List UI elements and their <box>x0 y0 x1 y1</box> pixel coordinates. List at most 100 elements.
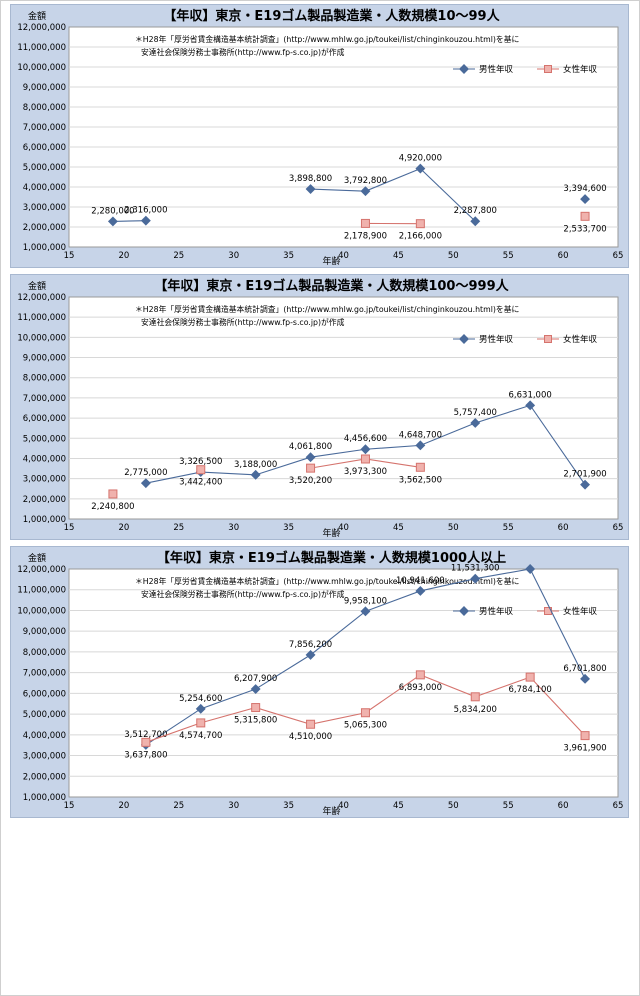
y-axis-title: 金額 <box>28 10 46 22</box>
y-tick-label: 9,000,000 <box>23 627 66 637</box>
female-data-label: 3,637,800 <box>124 750 167 760</box>
y-tick-label: 2,000,000 <box>23 223 66 233</box>
legend-male-marker <box>459 606 469 616</box>
x-tick-label: 15 <box>64 523 75 533</box>
male-data-point <box>140 215 151 226</box>
female-data-point <box>306 719 316 729</box>
male-data-label: 3,792,800 <box>344 176 387 186</box>
x-tick-label: 20 <box>118 251 129 261</box>
female-data-label: 3,520,200 <box>289 476 332 486</box>
female-data-label: 5,315,800 <box>234 716 277 726</box>
male-data-label: 2,280,000 <box>91 206 134 216</box>
y-tick-label: 3,000,000 <box>23 203 66 213</box>
male-data-label: 10,941,600 <box>396 576 445 586</box>
y-tick-label: 8,000,000 <box>23 648 66 658</box>
y-tick-label: 1,000,000 <box>23 793 66 803</box>
x-axis-title: 年齢 <box>322 527 340 539</box>
x-tick-label: 65 <box>613 523 624 533</box>
x-tick-label: 25 <box>173 251 184 261</box>
x-axis-title: 年齢 <box>322 805 340 817</box>
male-data-point <box>525 400 536 411</box>
legend-male-label: 男性年収 <box>479 334 514 345</box>
female-data-point <box>470 692 480 702</box>
female-data-label: 4,574,700 <box>179 731 222 741</box>
y-tick-label: 6,000,000 <box>23 689 66 699</box>
plot-area <box>68 568 619 798</box>
y-tick-label: 1,000,000 <box>23 243 66 253</box>
y-tick-label: 10,000,000 <box>17 606 66 616</box>
female-data-point <box>580 211 590 221</box>
legend-female-marker <box>544 65 552 73</box>
male-data-label: 5,757,400 <box>454 408 497 418</box>
y-tick-label: 5,000,000 <box>23 434 66 444</box>
x-tick-label: 60 <box>558 251 569 261</box>
y-tick-label: 7,000,000 <box>23 669 66 679</box>
female-data-point <box>415 670 425 680</box>
x-tick-label: 65 <box>613 251 624 261</box>
y-tick-label: 12,000,000 <box>17 565 66 575</box>
y-tick-label: 1,000,000 <box>23 515 66 525</box>
x-tick-label: 30 <box>228 523 239 533</box>
x-tick-label: 20 <box>118 523 129 533</box>
male-data-label: 3,326,500 <box>179 457 222 467</box>
male-data-label: 3,394,600 <box>563 184 606 194</box>
female-data-label: 6,893,000 <box>399 683 442 693</box>
male-data-label: 4,920,000 <box>399 154 442 164</box>
y-tick-label: 7,000,000 <box>23 123 66 133</box>
male-data-point <box>525 564 536 574</box>
chart-10-99: 1,000,000 2,000,000 3,000,000 4,000,000 5,00… <box>17 8 624 267</box>
x-tick-label: 50 <box>448 523 459 533</box>
x-tick-label: 20 <box>118 801 129 811</box>
male-data-point <box>195 703 206 714</box>
male-data-point <box>580 479 591 490</box>
male-data-label: 2,316,000 <box>124 206 167 216</box>
male-data-label: 6,701,800 <box>563 664 606 674</box>
chart-1000-plus: 1,000,000 2,000,000 3,000,000 4,000,000 5,00… <box>17 550 623 817</box>
chart-panel-10-99: 1,000,000 2,000,000 3,000,000 4,000,000 5,00… <box>10 4 629 268</box>
x-tick-label: 15 <box>64 251 75 261</box>
x-tick-label: 35 <box>283 801 294 811</box>
male-data-point <box>250 684 261 695</box>
female-data-label: 3,442,400 <box>179 478 222 488</box>
female-data-point <box>196 718 206 728</box>
male-data-point <box>305 184 316 194</box>
y-tick-label: 9,000,000 <box>23 354 66 364</box>
x-tick-label: 35 <box>283 523 294 533</box>
y-axis-title: 金額 <box>28 552 46 564</box>
male-data-label: 11,531,300 <box>451 564 500 574</box>
y-tick-label: 2,000,000 <box>23 495 66 505</box>
female-data-point <box>141 737 151 747</box>
y-tick-label: 4,000,000 <box>23 454 66 464</box>
y-tick-label: 3,000,000 <box>23 475 66 485</box>
source-note-line2: 安達社会保険労務士事務所(http://www.fp-s.co.jp)が作成 <box>141 589 345 599</box>
y-tick-label: 10,000,000 <box>17 63 66 73</box>
y-tick-label: 6,000,000 <box>23 143 66 153</box>
female-data-point <box>360 708 370 718</box>
male-data-point <box>470 216 481 227</box>
male-data-point <box>140 478 151 489</box>
female-data-label: 3,973,300 <box>344 467 387 477</box>
female-data-point <box>580 731 590 741</box>
source-note-line1: ＊H28年「厚労省賃金構造基本統計調査」(http://www.mhlw.go.… <box>135 304 519 314</box>
x-tick-label: 45 <box>393 523 404 533</box>
y-tick-label: 2,000,000 <box>23 772 66 782</box>
male-data-point <box>580 194 591 205</box>
male-data-label: 2,701,900 <box>563 470 606 480</box>
female-data-point <box>196 465 206 475</box>
female-data-label: 4,510,000 <box>289 732 332 742</box>
x-tick-label: 45 <box>393 801 404 811</box>
female-data-point <box>415 462 425 472</box>
male-data-label: 2,287,800 <box>454 206 497 216</box>
male-data-label: 4,648,700 <box>399 430 442 440</box>
chart-title: 【年収】東京・E19ゴム製品製造業・人数規模1000人以上 <box>157 550 506 566</box>
chart-title: 【年収】東京・E19ゴム製品製造業・人数規模10～99人 <box>163 8 500 24</box>
female-data-label: 2,533,700 <box>563 224 606 234</box>
x-tick-label: 30 <box>228 251 239 261</box>
male-series-line <box>310 167 476 222</box>
female-data-label: 2,240,800 <box>91 502 134 512</box>
male-data-label: 3,188,000 <box>234 460 277 470</box>
x-tick-label: 35 <box>283 251 294 261</box>
legend-female-label: 女性年収 <box>563 64 598 75</box>
source-note-line1: ＊H28年「厚労省賃金構造基本統計調査」(http://www.mhlw.go.… <box>135 34 519 44</box>
